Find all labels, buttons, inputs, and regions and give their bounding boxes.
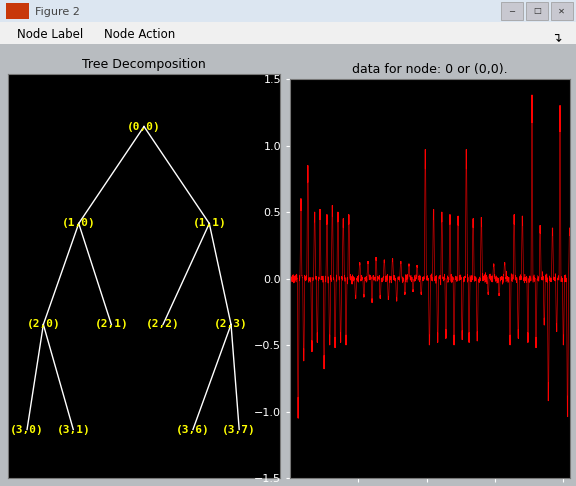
Text: □: □ (533, 6, 541, 16)
Text: Node Action: Node Action (104, 28, 175, 41)
Text: (2,0): (2,0) (26, 319, 60, 330)
Text: (3,1): (3,1) (56, 424, 90, 434)
Text: (2,1): (2,1) (94, 319, 128, 330)
Bar (6, 3, 29, 18)
Text: (3,7): (3,7) (222, 424, 256, 434)
Text: Node Label: Node Label (17, 28, 84, 41)
Text: (2,2): (2,2) (146, 319, 180, 330)
Text: (3,6): (3,6) (176, 424, 210, 434)
Bar (551, 2, 573, 20)
Bar (526, 2, 548, 20)
Text: (1,0): (1,0) (62, 219, 96, 228)
Text: ✕: ✕ (558, 6, 565, 16)
Text: (0,0): (0,0) (127, 122, 161, 132)
Title: Tree Decomposition: Tree Decomposition (82, 58, 206, 71)
Text: Figure 2: Figure 2 (35, 7, 79, 17)
Text: (1,1): (1,1) (192, 219, 226, 228)
Text: ─: ─ (510, 6, 514, 16)
Title: data for node: 0 or (0,0).: data for node: 0 or (0,0). (352, 64, 508, 76)
Text: ↴: ↴ (551, 31, 562, 44)
Bar (501, 2, 523, 20)
Text: (2,3): (2,3) (214, 319, 248, 330)
Text: (3,0): (3,0) (10, 424, 44, 434)
